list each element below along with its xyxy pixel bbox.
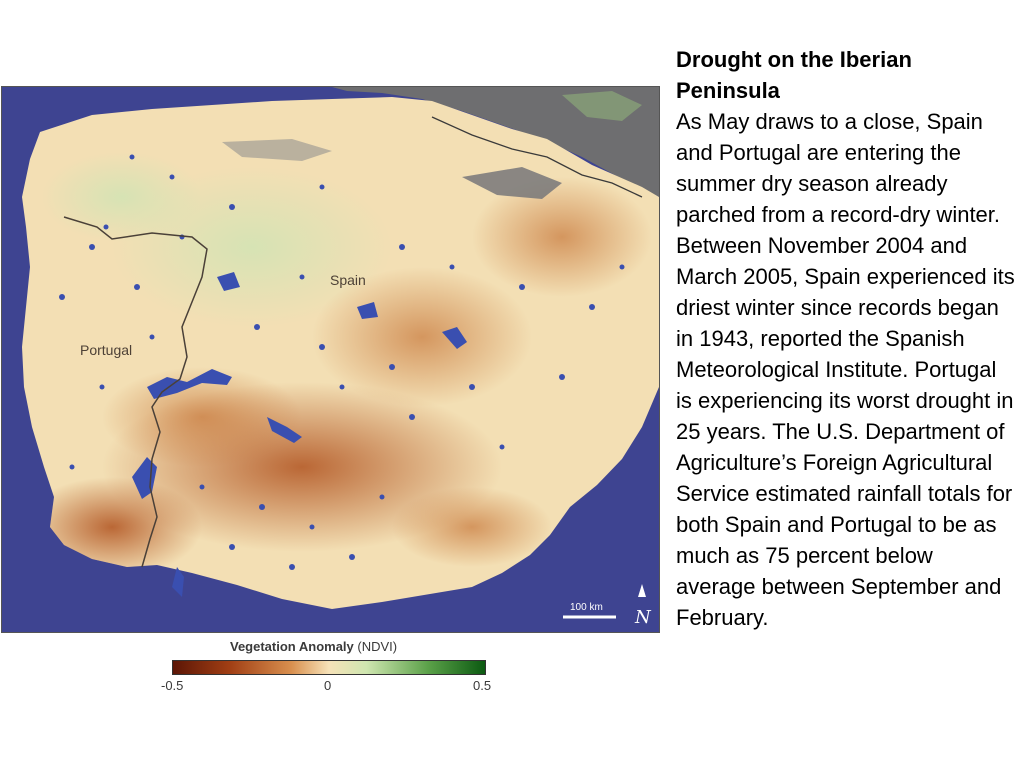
ndvi-anomaly-map: Spain Portugal 100 km N (1, 86, 660, 633)
legend-tick-max: 0.5 (473, 678, 492, 693)
wet-anomaly-north (42, 152, 202, 242)
legend-color-bar (172, 660, 486, 675)
pyrenees-no-data (462, 167, 562, 199)
legend-tick-zero: 0 (324, 678, 332, 693)
legend-title-suffix: (NDVI) (353, 639, 398, 654)
portugal-label: Portugal (80, 342, 132, 358)
north-arrow-icon: N (634, 584, 652, 628)
scale-bar-label: 100 km (570, 602, 603, 613)
spain-portugal-border (63, 216, 208, 568)
dry-anomaly-southeast (392, 487, 552, 567)
ndvi-legend: Vegetation Anomaly (NDVI) -0.5 0 0.5 (150, 636, 510, 696)
article-title: Drought on the Iberian Peninsula (676, 47, 912, 103)
legend-title: Vegetation Anomaly (NDVI) (230, 639, 397, 654)
spain-label: Spain (330, 272, 366, 288)
cantabrian-no-data (222, 139, 332, 161)
article-body: As May draws to a close, Spain and Portu… (676, 109, 1015, 630)
no-data-region (332, 87, 659, 197)
france-green-patch (562, 91, 642, 121)
dry-anomaly-east (312, 267, 532, 407)
map-canvas: Spain Portugal 100 km N (2, 87, 659, 632)
legend-tick-min: -0.5 (161, 678, 184, 693)
spain-france-border (431, 116, 643, 198)
article-panel: Drought on the Iberian Peninsula As May … (676, 44, 1016, 633)
north-symbol: N (634, 607, 652, 628)
legend-title-bold: Vegetation Anomaly (230, 639, 354, 654)
dry-anomaly-northeast (472, 177, 652, 297)
reservoirs (59, 154, 625, 597)
